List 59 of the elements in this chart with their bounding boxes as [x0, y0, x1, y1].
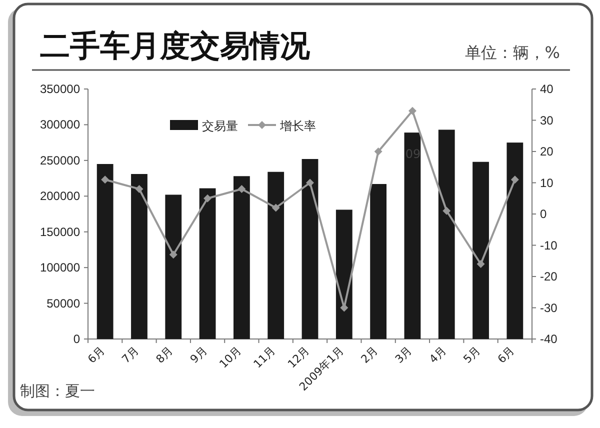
x-tick-label: 12月 [285, 344, 312, 371]
point [204, 194, 212, 202]
point [374, 148, 382, 156]
y-tick-label: 50000 [46, 296, 80, 310]
y2-tick-label: -10 [540, 238, 558, 252]
point [476, 260, 485, 268]
x-tick-label: 8月 [154, 344, 176, 366]
x-tick-label: 2月 [358, 344, 380, 366]
y-tick-label: 200000 [40, 189, 80, 204]
y2-tick-label: 20 [540, 144, 554, 158]
x-tick-label: 3月 [392, 344, 415, 366]
bar [404, 132, 421, 339]
point [306, 178, 314, 187]
bar [438, 130, 455, 339]
point [510, 176, 519, 184]
point [135, 185, 144, 193]
y-tick-label: 0 [73, 332, 80, 346]
y2-tick-label: -40 [540, 332, 558, 346]
point [238, 185, 246, 193]
text: 制图：夏一 [20, 382, 95, 400]
y2-tick-label: -30 [540, 300, 558, 315]
bar [233, 176, 250, 339]
legend-label: 增长率 [279, 119, 316, 133]
text: 单位：辆，% [464, 43, 560, 62]
x-tick-label: 6月 [495, 344, 518, 366]
point [272, 204, 280, 212]
x-tick-label: 5月 [460, 344, 483, 366]
y2-tick-label: 30 [540, 113, 554, 128]
bar [268, 172, 284, 339]
bar [472, 162, 489, 339]
x-tick-label: 10月 [216, 344, 244, 371]
bar [370, 184, 387, 339]
point [101, 176, 110, 184]
y-tick-label: 100000 [40, 260, 80, 275]
y2-tick-label: 40 [540, 82, 554, 96]
bar [302, 159, 318, 339]
legend-label: 交易量 [202, 119, 238, 133]
y2-tick-label: -20 [540, 270, 558, 284]
point [442, 206, 451, 215]
bar [131, 174, 148, 339]
x-tick-label: 4月 [426, 344, 449, 366]
x-tick-label: 11月 [251, 344, 278, 371]
y-tick-label: 300000 [40, 118, 80, 132]
x-tick-label: 7月 [119, 344, 142, 366]
bar [199, 188, 216, 339]
x-tick-label: 9月 [188, 344, 210, 366]
point [169, 250, 178, 259]
y-tick-label: 250000 [40, 153, 80, 168]
bar [96, 164, 114, 339]
y2-tick-label: 0 [540, 207, 547, 221]
bar [506, 142, 524, 339]
bar [336, 210, 352, 339]
point [408, 106, 416, 115]
bar [165, 194, 182, 339]
chart-title: 二手车月度交易情况 [40, 29, 311, 64]
y-tick-label: 350000 [40, 82, 80, 96]
x-tick-label: 6月 [85, 344, 108, 366]
y-tick-label: 150000 [40, 224, 80, 239]
y2-tick-label: 10 [540, 176, 554, 190]
